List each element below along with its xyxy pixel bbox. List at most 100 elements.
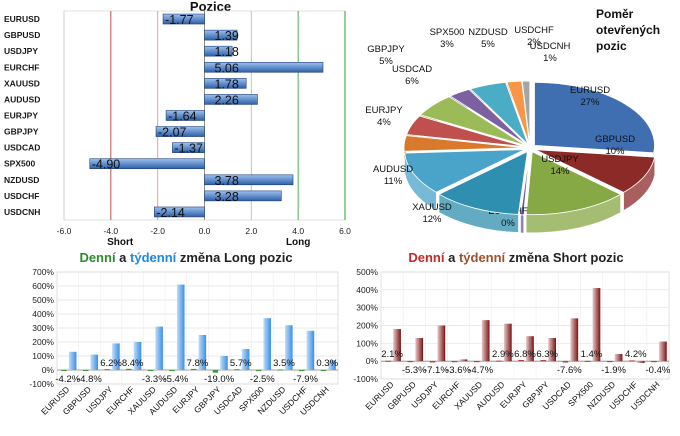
- short-daily-label: -0.4%: [646, 365, 671, 376]
- long-daily-label: 8.4%: [122, 358, 144, 369]
- long-weekly-bar: [263, 318, 271, 370]
- pie-slice: [449, 88, 527, 146]
- position-bar: [165, 110, 205, 121]
- pie-slice-percent: 12%: [422, 214, 442, 225]
- pie-slice-percent: 6%: [405, 76, 419, 87]
- short-weekly-bar: [503, 323, 512, 362]
- value-label: 5.06: [215, 61, 239, 75]
- short-weekly-bar: [526, 336, 534, 362]
- short-daily-bar: [584, 360, 591, 362]
- position-bar: [204, 61, 324, 73]
- long-weekly-bar: [285, 325, 293, 370]
- position-bar: [155, 126, 205, 137]
- long-daily-bar: [212, 370, 219, 373]
- x-tick-label: -2.0: [150, 226, 165, 236]
- long-title-part: změna Long pozic: [176, 250, 292, 265]
- value-label: -1.77: [165, 13, 194, 27]
- short-weekly-bar: [481, 320, 490, 362]
- long-daily-bar: [234, 369, 240, 371]
- position-bar: [204, 45, 233, 57]
- position-bar: [162, 13, 205, 25]
- pie-slice-percent: 2%: [527, 37, 541, 48]
- value-label: -1.64: [168, 110, 197, 124]
- long-daily-bar: [277, 369, 283, 371]
- long-label: Long: [286, 237, 310, 248]
- long-weekly-bar: [112, 343, 120, 370]
- long-y-tick-label: 0%: [42, 365, 55, 375]
- short-daily-label: -3.6%: [446, 365, 471, 376]
- x-tick-label: -6.0: [57, 226, 72, 236]
- pie-title-line: otevřených: [596, 23, 660, 37]
- long-daily-bar: [255, 370, 262, 371]
- short-y-tick-label: 500%: [356, 267, 378, 277]
- position-bar: [204, 174, 294, 186]
- short-daily-label: -5.3%: [402, 365, 427, 376]
- category-label: USDJPY: [4, 46, 38, 56]
- x-tick-label: -4.0: [104, 226, 119, 236]
- short-daily-label: 6.8%: [514, 349, 536, 360]
- x-tick-label: 6.0: [339, 226, 351, 236]
- category-label: XAUUSD: [4, 78, 40, 88]
- category-label: EURJPY: [4, 111, 38, 121]
- position-bar: [204, 190, 282, 202]
- short-daily-bar: [629, 360, 635, 362]
- value-label: 1.78: [215, 77, 239, 91]
- long-daily-label: -4.8%: [77, 374, 102, 385]
- category-label: AUDUSD: [4, 94, 40, 104]
- long-y-tick-label: 400%: [32, 309, 54, 319]
- category-label: GBPUSD: [4, 30, 40, 40]
- long-daily-bar: [147, 370, 154, 371]
- value-label: -2.07: [158, 126, 187, 140]
- pie-slice-percent: 11%: [384, 176, 403, 187]
- position-bar: [204, 94, 258, 105]
- category-label: EURCHF: [4, 62, 39, 72]
- pie-slice: [419, 96, 526, 146]
- short-y-tick-label: 200%: [356, 321, 378, 331]
- long-weekly-bar: [155, 326, 163, 370]
- pie-slice-name: EURUSD: [570, 85, 610, 96]
- category-label: USDCAD: [4, 143, 40, 153]
- pie-slice-percent: 5%: [481, 39, 495, 50]
- short-weekly-bar: [393, 329, 401, 362]
- pie-slice-percent: 14%: [550, 166, 570, 177]
- short-weekly-bar: [459, 359, 468, 362]
- long-daily-label: -19.0%: [204, 374, 235, 385]
- long-daily-label: 7.8%: [187, 358, 209, 369]
- long-weekly-bar: [241, 349, 250, 370]
- long-daily-bar: [61, 370, 67, 371]
- pie-slice-name: USDCNH: [530, 41, 571, 52]
- value-label: 1.18: [215, 45, 239, 59]
- long-y-tick-label: 600%: [32, 281, 54, 291]
- value-label: 2.26: [215, 93, 239, 107]
- pie-slice-name: USDCAD: [392, 64, 432, 75]
- short-y-tick-label: -100%: [353, 374, 378, 384]
- x-tick-label: 2.0: [245, 226, 257, 236]
- pie-slice-name: USDJPY: [541, 154, 579, 165]
- short-daily-bar: [496, 360, 502, 362]
- pie-title-line: pozic: [596, 39, 627, 53]
- long-daily-bar: [320, 369, 327, 371]
- long-weekly-bar: [306, 330, 315, 370]
- pie-slice: [535, 149, 656, 193]
- pie-slice: [521, 80, 531, 145]
- short-y-tick-label: 100%: [356, 338, 378, 348]
- long-daily-label: -7.9%: [293, 374, 318, 385]
- short-daily-bar: [474, 361, 480, 363]
- category-label: NZDUSD: [4, 175, 39, 185]
- short-weekly-bar: [659, 341, 667, 362]
- pie-slice-name: XAUUSD: [412, 202, 452, 213]
- short-daily-bar: [451, 361, 458, 363]
- pie-slice-percent: 1%: [543, 53, 557, 64]
- pie-slice-name: USDCHF: [514, 25, 554, 36]
- long-daily-bar: [82, 370, 89, 371]
- position-chart-title: Pozice: [190, 0, 231, 14]
- value-label: 1.39: [215, 29, 239, 43]
- short-daily-label: -4.7%: [468, 365, 493, 376]
- long-daily-label: 3.5%: [273, 358, 295, 369]
- short-y-tick-label: 300%: [356, 303, 378, 313]
- short-title-part: týdenní: [459, 250, 506, 265]
- short-daily-bar: [385, 360, 391, 362]
- short-daily-bar: [429, 361, 436, 363]
- long-title-part: a: [116, 250, 130, 265]
